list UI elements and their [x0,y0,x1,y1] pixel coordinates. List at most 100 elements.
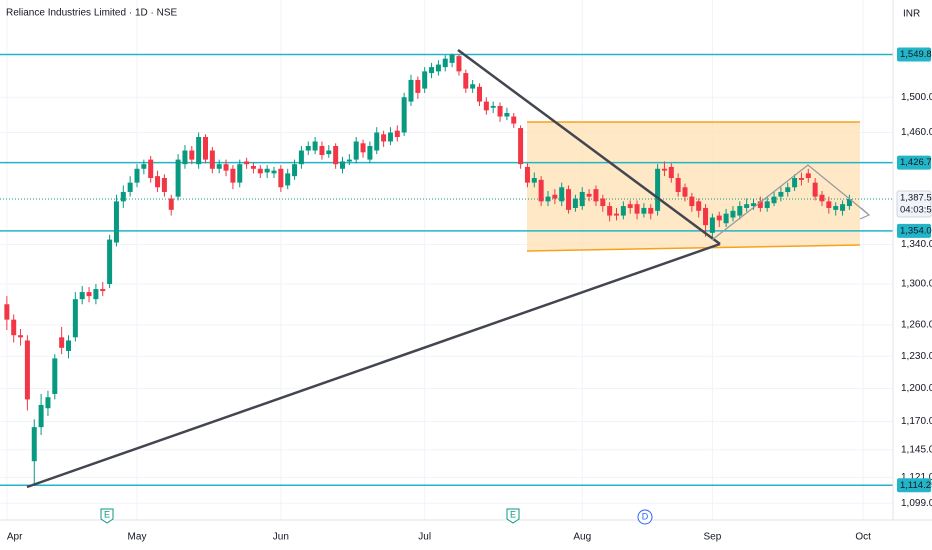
candle-body [641,207,647,214]
candle-body [168,198,174,210]
candle-body [24,340,30,400]
candle-body [524,166,530,183]
level-label-box [897,155,931,170]
candle-body [367,145,373,160]
event-label: E [104,509,110,519]
candle-body [292,164,298,177]
candle-body [668,166,674,178]
event-badge [637,509,653,525]
y-tick-label: 1,145.00 [901,444,932,455]
candle-body [477,86,482,102]
level-label-box [897,47,931,62]
candle-body [449,54,455,63]
candle-body [257,168,263,174]
event-marker[interactable]: E [100,508,114,524]
candle-body [52,358,58,394]
candle-body [785,187,791,192]
last-price-label: 1,387.50 [900,193,932,204]
candle-body [141,164,147,169]
candle-body [579,191,585,207]
event-marker[interactable]: D [637,509,653,525]
candle-body [490,105,496,108]
candle-body [552,194,558,199]
candle-body [113,201,119,243]
candle-body [593,189,599,202]
y-tick-label: 1,340.00 [901,239,932,250]
candle-body [607,206,613,216]
candle-body [559,187,565,202]
level-label-box [897,223,931,238]
candle-body [798,177,804,180]
candle-body [312,141,318,151]
candle-body [298,150,304,165]
countdown: 04:03:52 [900,205,932,216]
event-marker[interactable]: E [506,508,520,524]
candle-body [435,64,441,72]
candle-body [209,150,215,169]
candles [4,53,852,486]
candle-body [812,182,818,197]
candle-body [107,239,113,285]
candle-body [223,164,229,171]
candle-body [93,289,99,300]
range-bottom [526,244,861,252]
x-tick-label: May [128,532,147,543]
candle-body [237,164,243,183]
candle-body [620,206,626,216]
candle-body [634,204,640,214]
candle-body [346,159,352,162]
level-label: 1,114.25 [900,480,932,491]
candle-body [833,206,839,210]
candle-body [456,56,462,72]
candle-body [682,187,688,197]
candle-body [127,182,133,192]
candle-body [627,204,633,208]
candle-body [79,292,85,300]
candle-body [134,168,140,183]
candle-body [661,168,667,171]
x-tick-label: Apr [7,532,23,543]
candle-body [161,177,167,192]
x-tick-label: Jul [418,532,431,543]
y-tick-label: 1,200.00 [901,383,932,394]
candle-body [408,79,414,102]
candle-body [45,397,51,409]
y-tick-label: 1,230.00 [901,351,932,362]
event-label: D [642,511,649,521]
candle-body [38,404,44,428]
y-tick-label: 1,260.00 [901,319,932,330]
y-tick-label: 1,099.00 [901,498,932,509]
y-tick-label: 1,300.00 [901,279,932,290]
candle-body [600,198,606,207]
candle-body [819,194,825,202]
candle-body [572,198,578,208]
candle-body [216,164,222,169]
candle-body [648,207,654,214]
candle-body [778,191,784,197]
candle-body [394,130,400,137]
y-tick-label: 1,500.00 [901,92,932,103]
candle-body [319,145,325,156]
candle-body [264,168,270,173]
range-box [527,122,860,251]
event-label: E [510,509,516,519]
level-label: 1,549.85 [900,49,932,60]
candle-body [840,204,846,211]
candle-body [189,150,195,160]
projection-path [711,164,869,241]
candle-body [278,168,284,188]
candle-body [545,196,551,202]
candle-body [483,101,489,111]
candle-body [353,141,359,160]
candle-body [730,210,736,218]
level-label: 1,426.70 [900,157,932,168]
candle-body [764,201,770,208]
candle-body [470,84,476,89]
candle-body [333,145,339,165]
candle-body [744,204,750,208]
trend-line [26,242,721,489]
candle-body [586,193,592,197]
chart-title: Reliance Industries Limited · 1D · NSE [6,8,178,19]
price-axis: 1,099.00 1,121.00 1,145.00 1,170.00 1,200.00… [896,47,932,509]
